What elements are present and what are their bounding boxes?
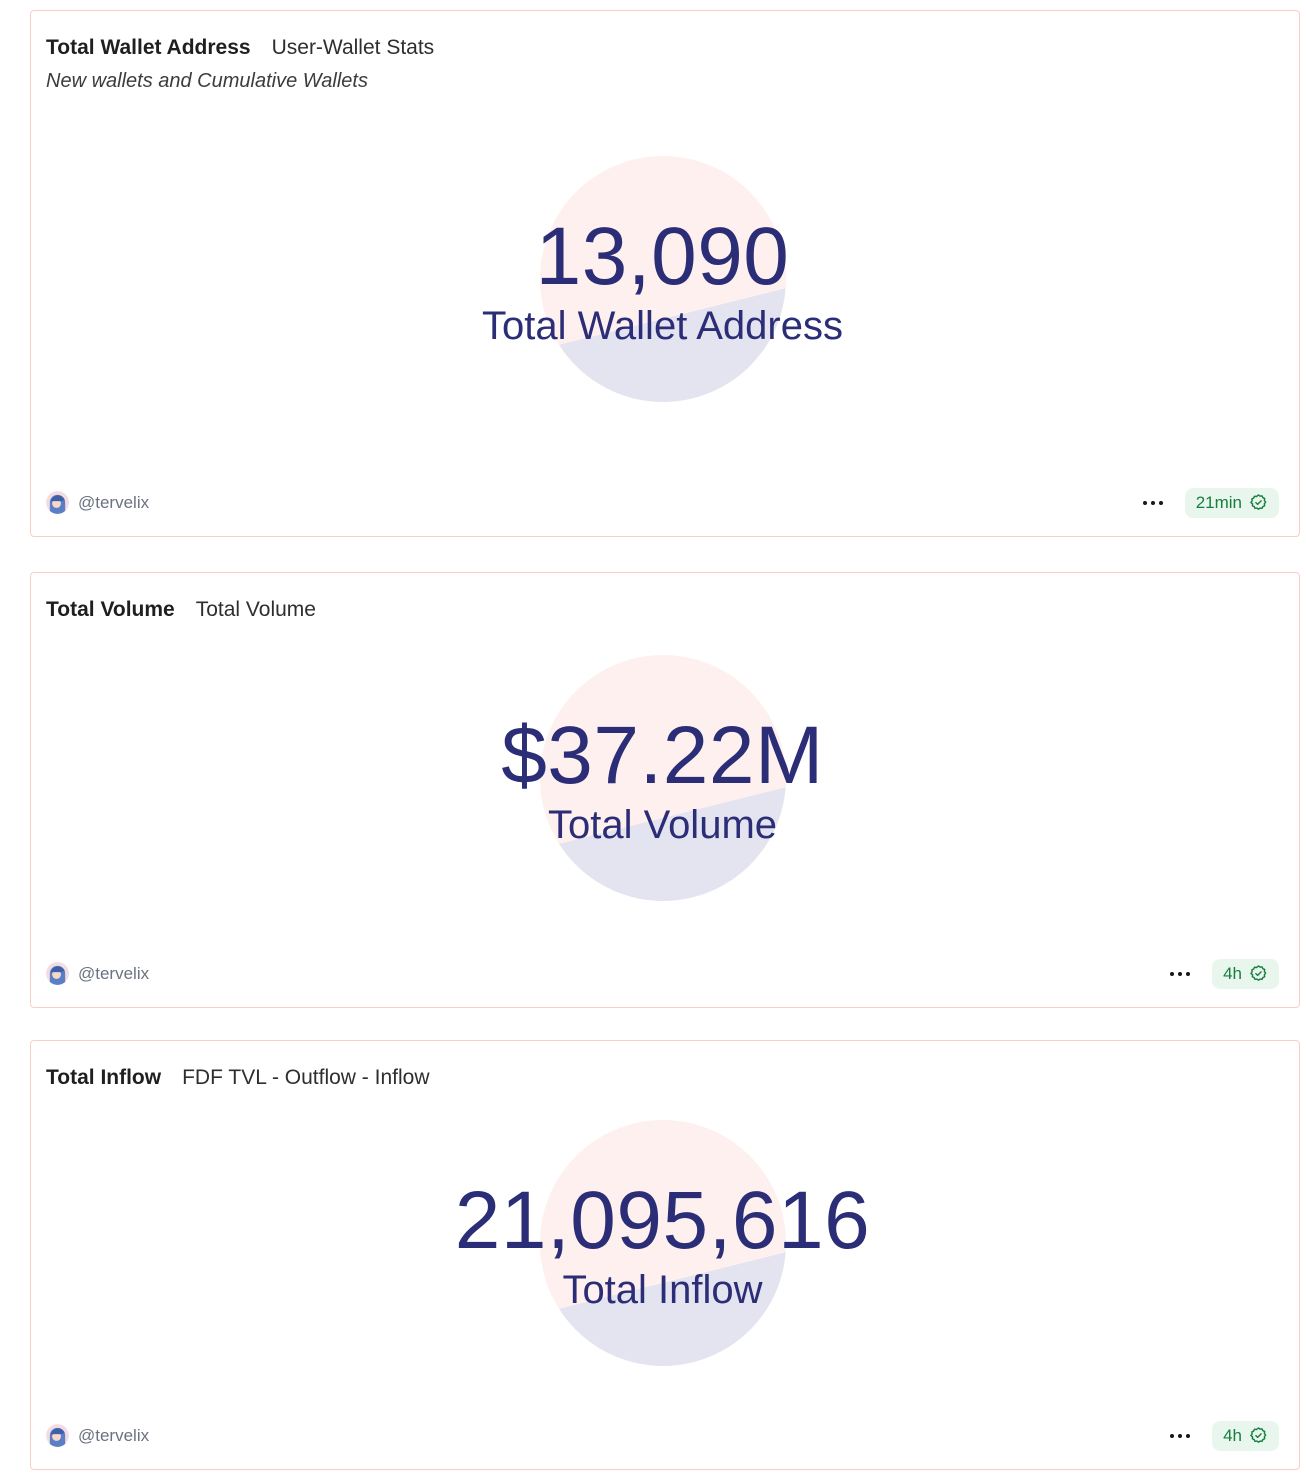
widget-description: New wallets and Cumulative Wallets	[46, 70, 368, 93]
avatar	[46, 491, 69, 515]
widget-title[interactable]: Total Wallet Address	[46, 36, 251, 59]
refresh-badge[interactable]: 4h	[1212, 1420, 1279, 1451]
card-header: Total Volume Total Volume	[46, 597, 1279, 622]
author-handle: @tervelix	[78, 1425, 150, 1445]
card-footer: @tervelix 4h	[46, 1420, 1279, 1451]
counter-background-circle	[539, 155, 786, 402]
counter-value: $37.22M	[501, 710, 824, 802]
author-handle: @tervelix	[78, 492, 150, 512]
counter: $37.22M Total Volume	[501, 715, 824, 849]
refresh-time: 4h	[1223, 963, 1242, 983]
verified-check-icon	[1250, 965, 1267, 982]
author-link[interactable]: @tervelix	[46, 491, 150, 515]
refresh-badge[interactable]: 21min	[1184, 487, 1279, 518]
more-options-button[interactable]	[1166, 1432, 1194, 1440]
more-options-button[interactable]	[1139, 499, 1167, 507]
widget-card-total-inflow: Total Inflow FDF TVL - Outflow - Inflow …	[30, 1040, 1300, 1470]
counter-area: $37.22M Total Volume	[46, 622, 1279, 958]
refresh-time: 21min	[1195, 492, 1242, 512]
counter: 21,095,616 Total Inflow	[455, 1180, 870, 1314]
counter-label: Total Volume	[547, 803, 778, 848]
footer-actions: 4h	[1166, 958, 1279, 989]
counter-value: 21,095,616	[454, 1175, 871, 1267]
widget-title[interactable]: Total Inflow	[46, 1066, 162, 1089]
footer-actions: 4h	[1166, 1420, 1279, 1451]
refresh-time: 4h	[1223, 1425, 1242, 1445]
widget-card-total-wallet-address: Total Wallet Address User-Wallet Stats N…	[30, 10, 1300, 537]
footer-actions: 21min	[1139, 487, 1279, 518]
more-options-button[interactable]	[1166, 970, 1194, 978]
author-link[interactable]: @tervelix	[46, 962, 150, 986]
widget-title[interactable]: Total Volume	[46, 598, 175, 621]
counter-label: Total Wallet Address	[482, 303, 843, 348]
card-header: Total Inflow FDF TVL - Outflow - Inflow	[46, 1065, 1279, 1090]
card-header: Total Wallet Address User-Wallet Stats	[46, 35, 1279, 60]
counter-background-circle	[539, 1120, 786, 1367]
card-footer: @tervelix 21min	[46, 487, 1279, 518]
widget-card-total-volume: Total Volume Total Volume $37.22M Total …	[30, 572, 1300, 1008]
counter-value: 13,090	[535, 210, 790, 302]
counter-label: Total Inflow	[562, 1268, 763, 1313]
widget-subtitle: FDF TVL - Outflow - Inflow	[182, 1066, 430, 1089]
widget-subtitle: User-Wallet Stats	[271, 36, 435, 59]
counter-area: 21,095,616 Total Inflow	[46, 1090, 1279, 1420]
counter-background-circle	[539, 655, 786, 902]
card-footer: @tervelix 4h	[46, 958, 1279, 989]
author-link[interactable]: @tervelix	[46, 1424, 150, 1448]
author-handle: @tervelix	[78, 963, 150, 983]
avatar	[46, 1424, 69, 1448]
avatar	[46, 962, 69, 986]
verified-check-icon	[1250, 494, 1267, 511]
verified-check-icon	[1250, 1427, 1267, 1444]
widget-subtitle: Total Volume	[195, 598, 316, 621]
counter: 13,090 Total Wallet Address	[482, 210, 843, 350]
refresh-badge[interactable]: 4h	[1212, 958, 1279, 989]
counter-area: 13,090 Total Wallet Address	[46, 94, 1279, 487]
